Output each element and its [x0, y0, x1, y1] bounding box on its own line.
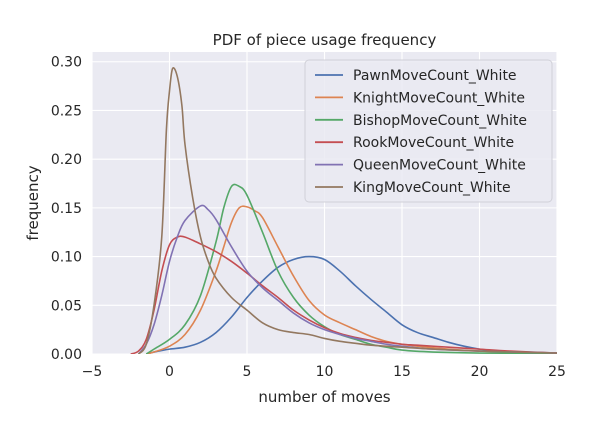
legend: PawnMoveCount_White KnightMoveCount_White… [304, 59, 553, 203]
x-tick-label: 20 [471, 364, 489, 380]
y-tick-labels: 0.00 0.05 0.10 0.15 0.20 0.25 0.30 [51, 55, 82, 363]
series-line-5 [137, 67, 557, 354]
y-tick-label: 0.05 [51, 298, 82, 314]
x-tick-label: 15 [393, 364, 411, 380]
x-tick-label: −5 [82, 364, 103, 380]
y-tick-label: 0.15 [51, 201, 82, 217]
y-axis-label: frequency [24, 165, 42, 240]
series-line-3 [130, 235, 557, 354]
legend-box [304, 59, 553, 203]
legend-label: KingMoveCount_White [353, 180, 511, 196]
legend-label: QueenMoveCount_White [353, 158, 526, 174]
y-tick-label: 0.30 [51, 55, 82, 71]
legend-label: PawnMoveCount_White [353, 68, 517, 84]
y-tick-label: 0.20 [51, 152, 82, 168]
series-line-2 [145, 183, 557, 354]
legend-label: BishopMoveCount_White [353, 113, 527, 129]
y-tick-label: 0.10 [51, 250, 82, 266]
series-layer [130, 67, 557, 354]
x-tick-label: 10 [316, 364, 334, 380]
series-line-4 [137, 204, 557, 354]
x-tick-label: 0 [165, 364, 174, 380]
legend-label: KnightMoveCount_White [353, 90, 525, 106]
chart-title: PDF of piece usage frequency [213, 31, 437, 49]
series-line-1 [146, 205, 557, 354]
y-tick-label: 0.25 [51, 103, 82, 119]
series-line-0 [146, 255, 557, 354]
x-tick-label: 25 [548, 364, 566, 380]
x-tick-label: 5 [243, 364, 252, 380]
y-tick-label: 0.00 [51, 347, 82, 363]
x-tick-labels: −5 0 5 10 15 20 25 [82, 364, 566, 380]
legend-label: RookMoveCount_White [353, 135, 514, 151]
x-axis-label: number of moves [258, 388, 390, 406]
